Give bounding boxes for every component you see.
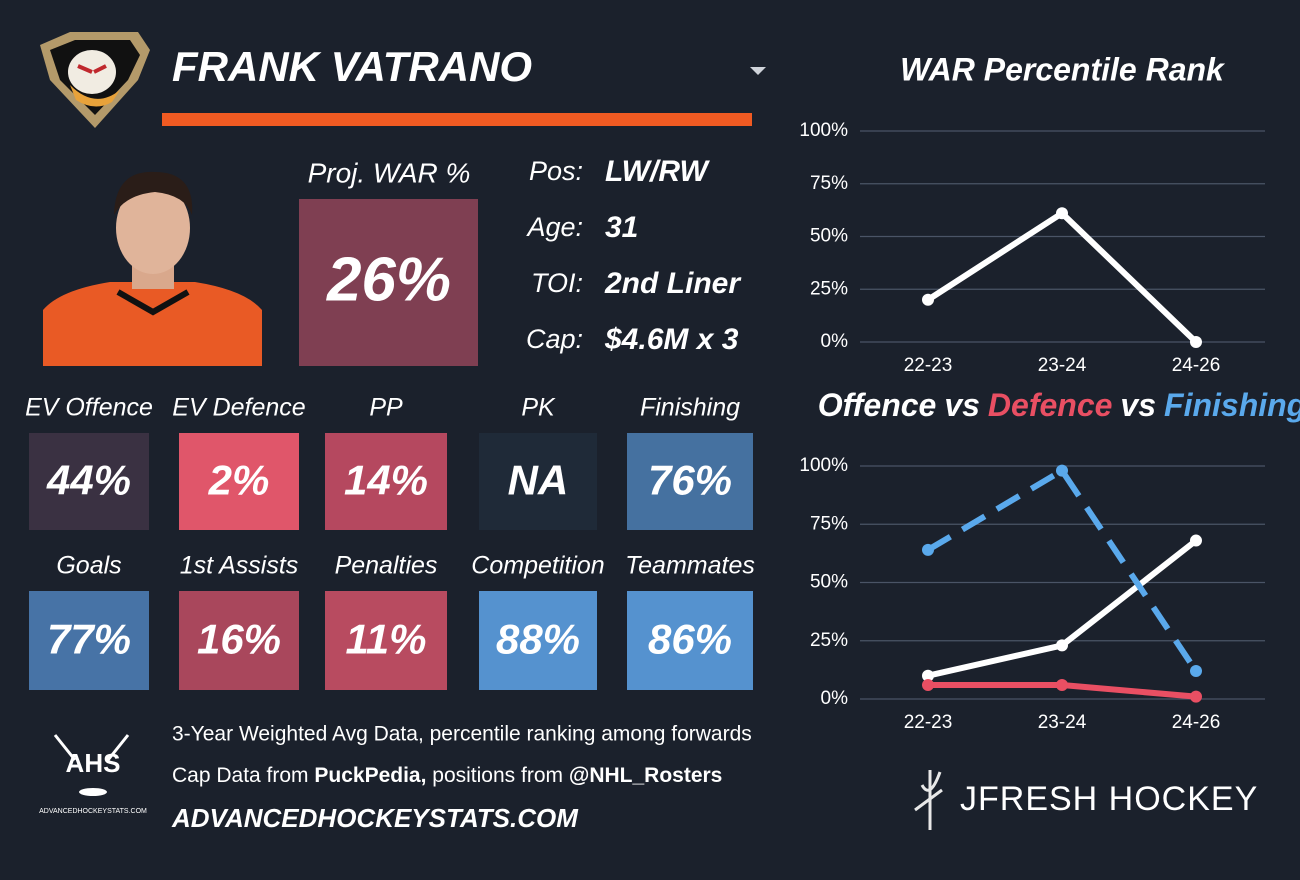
tile-value: 44% bbox=[46, 457, 131, 504]
series-point bbox=[1056, 639, 1068, 652]
tile-label: EV Offence bbox=[25, 394, 153, 422]
y-tick-label: 0% bbox=[821, 688, 849, 709]
ahs-logo-subtext: ADVANCEDHOCKEYSTATS.COM bbox=[39, 808, 147, 815]
tile-label: Teammates bbox=[625, 552, 755, 580]
series-point bbox=[1056, 679, 1068, 692]
info-value: $4.6M x 3 bbox=[604, 323, 739, 356]
chart-title: WAR Percentile Rank bbox=[900, 51, 1226, 87]
y-tick-label: 50% bbox=[810, 572, 848, 593]
tile-value: 86% bbox=[648, 616, 732, 663]
tile bbox=[627, 433, 753, 530]
info-label: Cap: bbox=[526, 324, 583, 354]
proj-box bbox=[299, 199, 478, 366]
tile-label: Competition bbox=[471, 552, 604, 580]
series-point bbox=[1056, 464, 1068, 477]
tile bbox=[179, 433, 299, 530]
x-tick-label: 24-26 bbox=[1172, 355, 1221, 376]
legend-entry: Defence bbox=[988, 387, 1113, 423]
y-tick-label: 0% bbox=[821, 331, 849, 352]
ahs-logo: AHS ADVANCEDHOCKEYSTATS.COM bbox=[39, 734, 147, 815]
y-tick-label: 100% bbox=[799, 120, 848, 141]
info-value: 2nd Liner bbox=[604, 267, 742, 300]
tile-value: 14% bbox=[344, 457, 428, 504]
brand-icon bbox=[914, 770, 943, 830]
footer-source[interactable]: @NHL_Rosters bbox=[569, 764, 723, 787]
proj-value: 26% bbox=[326, 245, 451, 314]
y-tick-label: 100% bbox=[799, 455, 848, 476]
tile-label: PK bbox=[521, 394, 556, 422]
footer-source[interactable]: PuckPedia, bbox=[314, 764, 426, 787]
series-line bbox=[926, 467, 1199, 673]
player-info: Pos: LW/RW Age: 31 TOI: 2nd Liner Cap: $4.6M x … bbox=[525, 155, 742, 356]
legend-entry: Offence bbox=[818, 387, 937, 423]
series-point bbox=[922, 679, 934, 692]
chart-title: Offence vs Defence vs Finishing bbox=[818, 387, 1300, 423]
series-point bbox=[922, 543, 934, 556]
tile-value: 2% bbox=[208, 457, 270, 504]
title-joiner: vs bbox=[1120, 387, 1156, 423]
footer-text: positions from bbox=[426, 764, 568, 787]
tile-value: 77% bbox=[47, 616, 131, 663]
charts: 0% 25% 50% 75% 100% 22-23 23-24 24-26 WAR Percen… bbox=[799, 51, 1300, 733]
tile-label: Goals bbox=[56, 552, 121, 580]
tile-value: 76% bbox=[648, 457, 732, 504]
legend-entry: Finishing bbox=[1164, 387, 1300, 423]
tile bbox=[29, 591, 149, 690]
tile-value: 16% bbox=[197, 616, 281, 663]
title-joiner: vs bbox=[944, 387, 980, 423]
x-tick-label: 22-23 bbox=[904, 355, 953, 376]
y-tick-label: 50% bbox=[810, 226, 848, 247]
dropdown-toggle[interactable] bbox=[750, 67, 766, 75]
footer-line2: Cap Data from PuckPedia, positions from … bbox=[172, 764, 722, 787]
series-point bbox=[1190, 534, 1202, 547]
tile-label: PP bbox=[369, 394, 403, 422]
x-tick-label: 24-26 bbox=[1172, 712, 1221, 733]
x-tick-label: 23-24 bbox=[1038, 355, 1087, 376]
tile-value: 88% bbox=[496, 616, 580, 663]
series-point bbox=[1190, 665, 1202, 678]
tile-label: Penalties bbox=[335, 552, 438, 580]
ahs-logo-text: AHS bbox=[66, 748, 121, 778]
y-tick-label: 25% bbox=[810, 278, 848, 299]
footer-site[interactable]: ADVANCEDHOCKEYSTATS.COM bbox=[171, 803, 579, 833]
footer-line1: 3-Year Weighted Avg Data, percentile ran… bbox=[172, 723, 752, 746]
tile-value: 11% bbox=[346, 616, 427, 663]
tile-label: Finishing bbox=[640, 394, 740, 422]
tile bbox=[29, 433, 149, 530]
info-value: 31 bbox=[605, 211, 638, 244]
y-tick-label: 75% bbox=[810, 513, 848, 534]
series-point bbox=[922, 293, 934, 306]
player-name: FRANK VATRANO bbox=[172, 43, 532, 90]
series-point bbox=[1056, 207, 1068, 220]
proj-label: Proj. WAR % bbox=[308, 157, 471, 188]
series-point bbox=[1190, 690, 1202, 703]
tile-value: NA bbox=[508, 457, 569, 504]
tile-label: EV Defence bbox=[172, 394, 305, 422]
player-photo bbox=[43, 168, 262, 366]
brand-name: JFRESH HOCKEY bbox=[960, 780, 1258, 818]
y-tick-label: 25% bbox=[810, 630, 848, 651]
tile bbox=[325, 433, 447, 530]
tile bbox=[627, 591, 753, 690]
tile bbox=[479, 591, 597, 690]
info-label: Age: bbox=[525, 212, 583, 242]
team-logo bbox=[40, 32, 150, 128]
x-tick-label: 23-24 bbox=[1038, 712, 1087, 733]
info-label: TOI: bbox=[531, 268, 583, 298]
tile bbox=[479, 433, 597, 530]
name-underline bbox=[162, 113, 752, 126]
x-tick-label: 22-23 bbox=[904, 712, 953, 733]
footer-text: Cap Data from bbox=[172, 764, 314, 787]
series-point bbox=[1190, 336, 1202, 348]
y-tick-label: 75% bbox=[810, 173, 848, 194]
info-label: Pos: bbox=[529, 156, 583, 186]
series-point bbox=[922, 669, 934, 682]
info-value: LW/RW bbox=[605, 155, 710, 188]
tile bbox=[179, 591, 299, 690]
tile bbox=[325, 591, 447, 690]
tile-label: 1st Assists bbox=[180, 552, 299, 580]
stat-tiles: EV Offence 44% EV Defence 2% PP 14% PK NA Finish… bbox=[25, 394, 755, 690]
